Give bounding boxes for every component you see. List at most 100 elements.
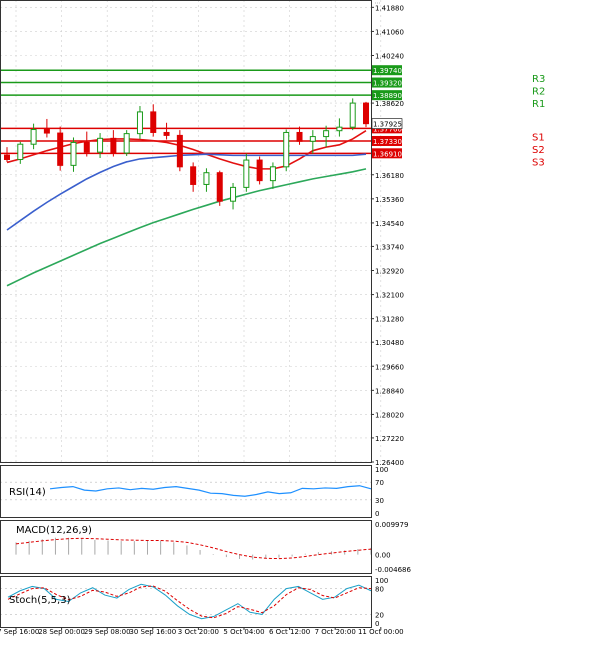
candle-body	[363, 102, 369, 125]
level-value-box	[372, 135, 402, 146]
candle	[43, 118, 50, 138]
candle	[136, 106, 143, 139]
candle-body	[216, 172, 223, 202]
candle	[283, 129, 290, 172]
candle	[4, 147, 10, 162]
y-tick-label: 1.27220	[375, 435, 404, 443]
level-value-box	[372, 148, 402, 159]
candle-body	[203, 172, 210, 185]
candle	[203, 168, 210, 192]
candle	[349, 98, 356, 131]
x-tick-label: 6 Oct 12:00	[269, 628, 310, 636]
frame-stoch	[0, 576, 372, 628]
x-tick-label: 27 Sep 16:00	[0, 628, 39, 636]
candle-body	[110, 137, 117, 154]
current-price-label: 1.37925	[373, 121, 402, 129]
candle-body	[4, 154, 10, 160]
macd-title: MACD(12,26,9)	[16, 525, 92, 536]
level-value-label: 1.39320	[373, 80, 402, 88]
y-tick-label: 1.32920	[375, 268, 404, 276]
level-value-box	[372, 77, 402, 88]
level-name-s2: S2	[532, 145, 545, 156]
candle	[243, 153, 250, 192]
moving-averages	[6, 130, 367, 287]
level-name-s3: S3	[532, 157, 545, 168]
candle-body	[57, 132, 64, 166]
x-tick-label: 5 Oct 04:00	[223, 628, 264, 636]
level-name-r1: R1	[532, 99, 545, 110]
candle	[70, 137, 77, 172]
candle	[57, 126, 64, 171]
level-value-box	[372, 90, 402, 101]
candle	[97, 133, 104, 159]
candle-body	[83, 141, 90, 153]
macd-tick-label: -0.004686	[375, 566, 411, 574]
level-value-label: 1.37760	[373, 125, 402, 133]
ma-line-3	[6, 168, 367, 287]
candle-body	[283, 131, 290, 168]
candle-body	[70, 141, 77, 166]
candle	[269, 162, 276, 189]
candle-body	[150, 111, 157, 133]
level-name-s1: S1	[532, 132, 545, 143]
candle-body	[163, 131, 170, 136]
macd-panel	[15, 537, 372, 560]
candle	[17, 141, 24, 164]
y-tick-label: 1.28020	[375, 411, 404, 419]
y-tick-label: 1.32100	[375, 292, 404, 300]
candle-body	[17, 143, 24, 160]
y-tick-label: 1.40240	[375, 53, 404, 61]
candle-body	[230, 186, 237, 202]
candle	[309, 130, 316, 154]
candle	[30, 123, 37, 150]
y-tick-label: 1.33740	[375, 243, 404, 251]
current-price-box	[371, 118, 403, 129]
rsi-tick-label: 30	[375, 497, 384, 505]
level-value-label: 1.39740	[373, 67, 402, 75]
candle	[323, 125, 330, 148]
candle	[230, 182, 237, 210]
x-tick-label: 30 Sep 16:00	[129, 628, 176, 636]
y-tick-label: 1.41060	[375, 28, 404, 36]
rsi-tick-label: 0	[375, 510, 379, 518]
stoch-tick-label: 20	[375, 611, 384, 619]
level-name-r3: R3	[532, 74, 545, 85]
y-tick-label: 1.36180	[375, 172, 404, 180]
level-value-label: 1.37330	[373, 138, 402, 146]
candle	[296, 126, 303, 145]
candle	[216, 170, 223, 206]
stoch-line-1	[7, 583, 372, 620]
candle	[176, 130, 183, 172]
stoch-tick-label: 80	[375, 586, 384, 594]
candle	[163, 122, 170, 140]
candle-body	[349, 102, 356, 128]
y-tick-label: 1.31280	[375, 316, 404, 324]
candle	[150, 104, 157, 137]
candle-body	[123, 133, 130, 154]
candle-body	[97, 137, 104, 153]
stoch-line-2	[7, 585, 372, 619]
stoch-panel	[0, 583, 372, 620]
y-axis-labels: 1.41880 1.41060 1.40240 1.38620 1.36180 1.353…	[371, 4, 411, 628]
candle-body	[323, 130, 330, 138]
candle-body	[296, 131, 303, 142]
y-tick-label: 1.41880	[375, 4, 404, 12]
macd-signal-line	[15, 537, 372, 560]
stoch-tick-label: 0	[375, 620, 379, 628]
price-candles	[4, 98, 369, 210]
macd-tick-label: 0.00	[375, 552, 391, 560]
level-value-box	[372, 65, 402, 76]
y-tick-label: 1.26400	[375, 459, 404, 467]
y-tick-label: 1.34540	[375, 220, 404, 228]
candle-body	[243, 159, 250, 188]
candle-body	[190, 166, 197, 185]
candle-body	[336, 126, 343, 132]
level-value-label: 1.36910	[373, 150, 402, 158]
candle	[256, 156, 263, 185]
candle	[190, 162, 197, 192]
rsi-panel	[0, 481, 372, 501]
y-tick-label: 1.38620	[375, 100, 404, 108]
candle	[123, 130, 130, 156]
